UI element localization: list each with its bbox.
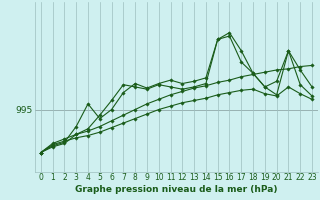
X-axis label: Graphe pression niveau de la mer (hPa): Graphe pression niveau de la mer (hPa) [75, 185, 278, 194]
